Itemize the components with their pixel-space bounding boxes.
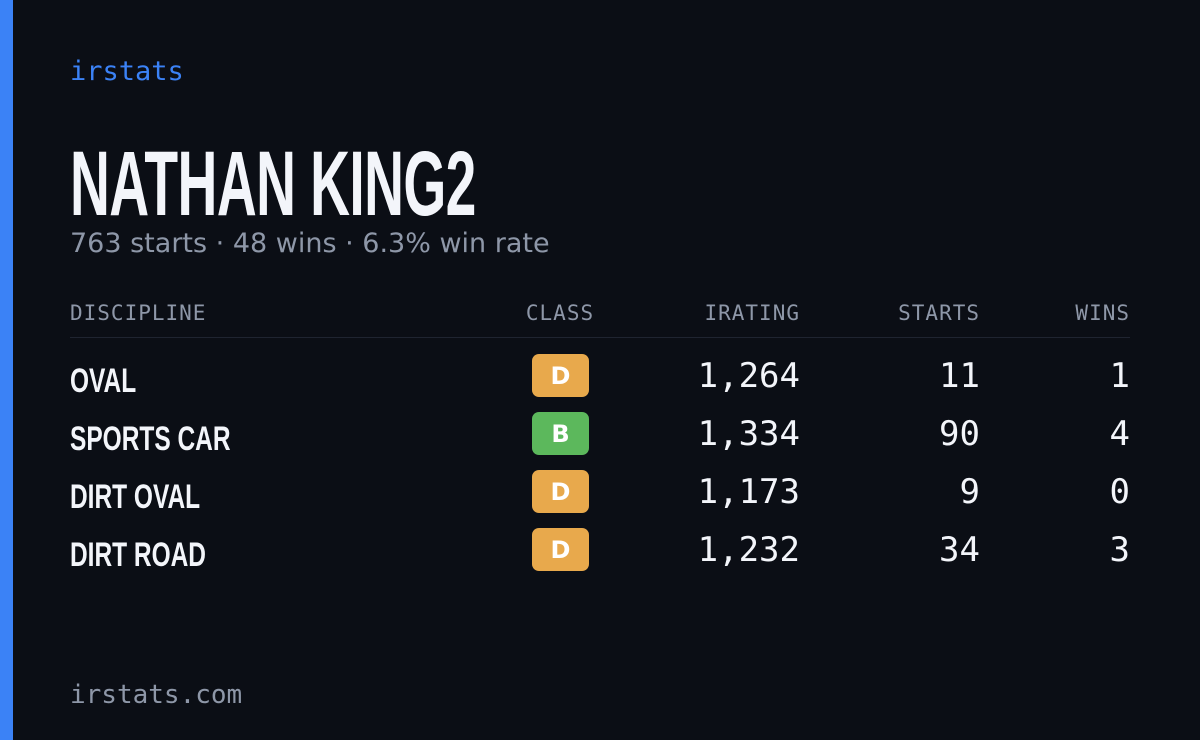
brand: irstats bbox=[70, 56, 184, 87]
class-badge: D bbox=[532, 528, 589, 571]
irating: 1,264 bbox=[697, 356, 800, 396]
summary: 763 starts · 48 wins · 6.3% win rate bbox=[70, 228, 550, 259]
class-badge: D bbox=[532, 354, 589, 397]
class-badge: B bbox=[532, 412, 589, 455]
footer: irstats.com bbox=[70, 680, 243, 710]
wins: 0 bbox=[1109, 472, 1130, 512]
column-header: DISCIPLINE bbox=[70, 301, 207, 325]
starts: 11 bbox=[939, 356, 980, 396]
discipline: DIRT OVAL bbox=[70, 478, 201, 516]
discipline: OVAL bbox=[70, 362, 137, 400]
column-header: IRATING bbox=[704, 301, 800, 325]
discipline: SPORTS CAR bbox=[70, 420, 231, 458]
irating: 1,232 bbox=[697, 530, 800, 570]
wins: 3 bbox=[1109, 530, 1130, 570]
column-header: STARTS bbox=[898, 301, 980, 325]
starts: 90 bbox=[939, 414, 980, 454]
wins: 4 bbox=[1109, 414, 1130, 454]
column-header: CLASS bbox=[525, 301, 595, 325]
starts: 9 bbox=[959, 472, 980, 512]
class-badge: D bbox=[532, 470, 589, 513]
irating: 1,173 bbox=[697, 472, 800, 512]
wins: 1 bbox=[1109, 356, 1130, 396]
accent-bar bbox=[0, 0, 13, 740]
starts: 34 bbox=[939, 530, 980, 570]
driver-name: NATHAN KING2 bbox=[70, 133, 476, 235]
header-rule bbox=[70, 337, 1130, 338]
column-header: WINS bbox=[1075, 301, 1130, 325]
irating: 1,334 bbox=[697, 414, 800, 454]
discipline: DIRT ROAD bbox=[70, 536, 207, 574]
